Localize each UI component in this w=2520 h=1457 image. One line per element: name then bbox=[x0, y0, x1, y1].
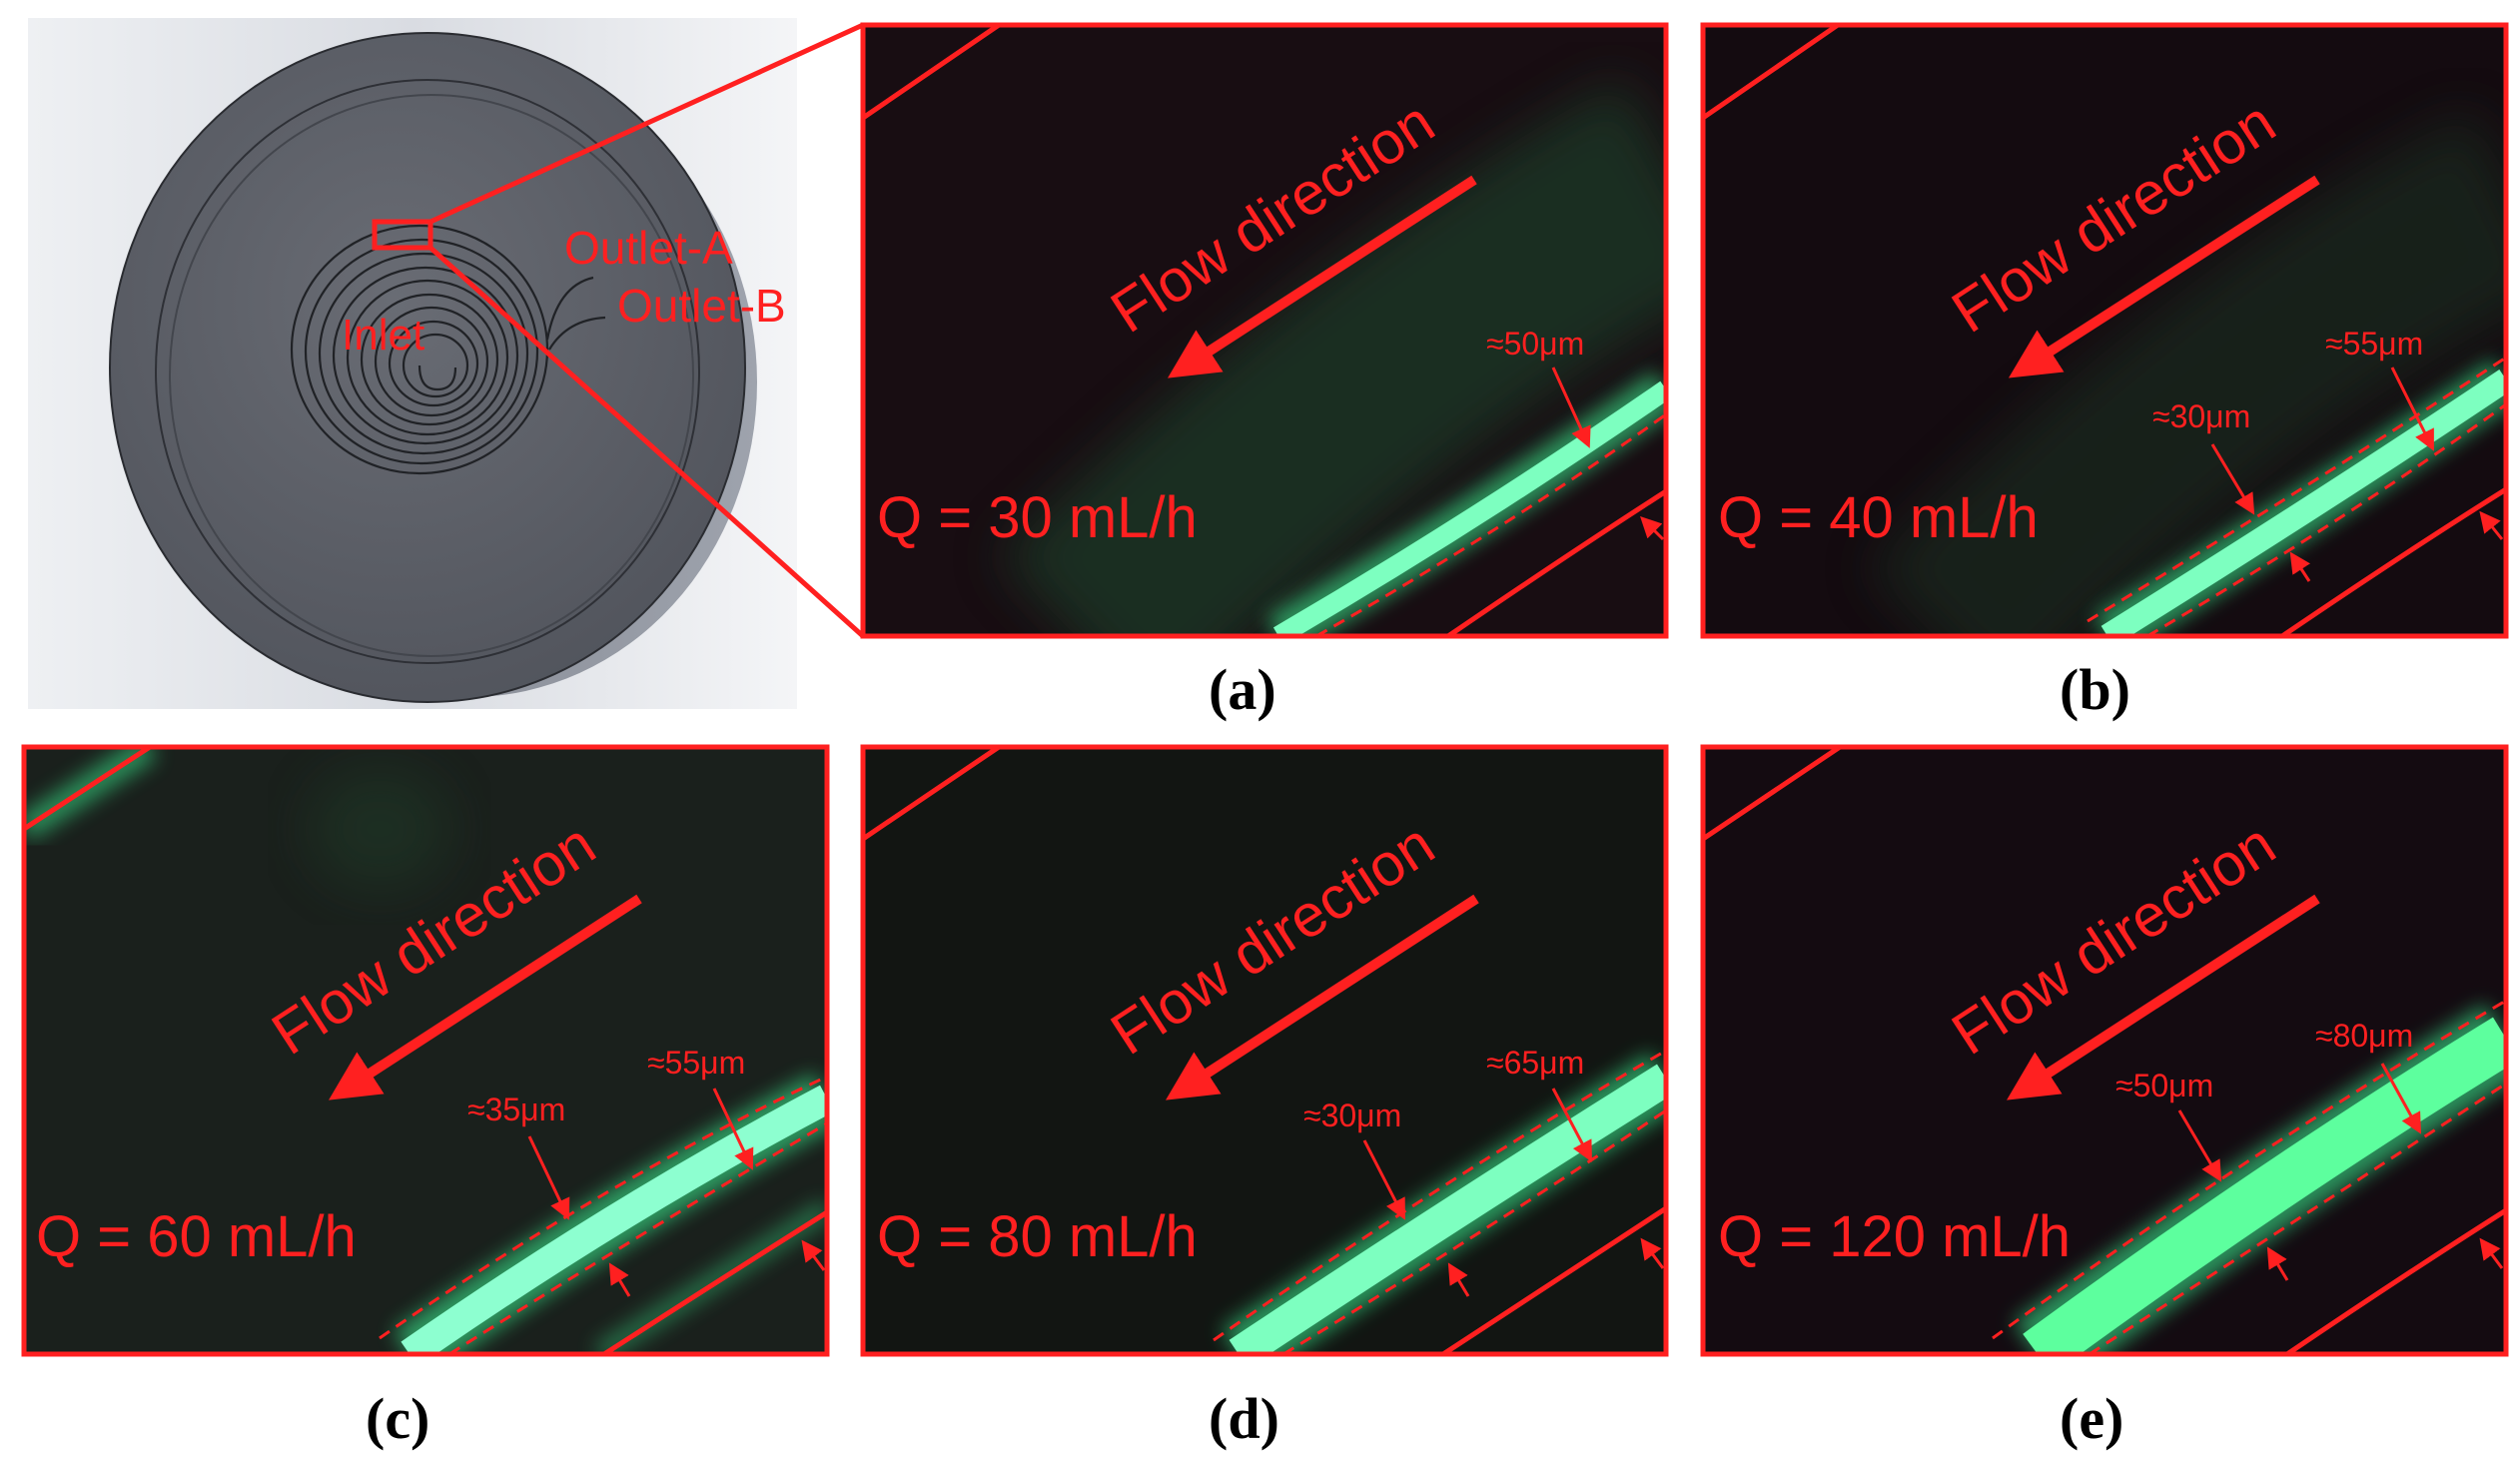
panel-b-stream bbox=[2100, 369, 2506, 636]
panel-d-caption: (d) bbox=[1209, 1386, 1279, 1451]
device-top-face bbox=[109, 32, 746, 703]
panel-d-width-1: ≈65μm bbox=[1486, 1045, 1584, 1081]
spiral-channel bbox=[290, 224, 606, 475]
panel-e-wall-top bbox=[1703, 747, 1842, 842]
panel-a-wall-top bbox=[863, 25, 1001, 121]
panel-c-stream bbox=[401, 1085, 827, 1354]
panel-e-caption: (e) bbox=[2060, 1386, 2123, 1451]
panel-c-width-2: ≈35μm bbox=[467, 1092, 565, 1127]
zoom-region-box bbox=[372, 219, 433, 251]
panel-b-wall-arrow bbox=[2479, 510, 2504, 540]
panel-b-frame bbox=[1700, 22, 2509, 639]
panel-e-width-2: ≈50μm bbox=[2115, 1068, 2213, 1103]
panel-e-wall-arrow bbox=[2479, 1237, 2504, 1269]
panel-d-dashed-upper bbox=[1213, 1049, 1666, 1342]
device-inner-ring-2 bbox=[169, 94, 694, 657]
panel-e-dashed-upper bbox=[1992, 999, 2506, 1340]
panel-d-dashed-lower bbox=[1282, 1108, 1666, 1354]
panel-b-width-2: ≈30μm bbox=[2152, 398, 2250, 434]
panel-c-width-1-arrow bbox=[712, 1088, 754, 1170]
panel-c-wall-top bbox=[24, 747, 152, 832]
panel-d-frame bbox=[860, 744, 1669, 1357]
panel-d-wall-top bbox=[863, 747, 1001, 842]
panel-c-width-1: ≈55μm bbox=[647, 1045, 745, 1081]
panel-b-width-1: ≈55μm bbox=[2325, 326, 2423, 362]
panel-c-q-label: Q = 60 mL/h bbox=[36, 1204, 357, 1269]
panel-e-stream bbox=[2023, 1017, 2506, 1354]
inlet-label: Inlet bbox=[342, 311, 424, 360]
panel-e-frame bbox=[1700, 744, 2509, 1357]
panel-d-q-label: Q = 80 mL/h bbox=[877, 1204, 1198, 1269]
panel-a-width-1: ≈50μm bbox=[1486, 326, 1584, 362]
panel-e-width-1: ≈80μm bbox=[2315, 1018, 2413, 1054]
panel-c-dashed-lower bbox=[448, 1121, 827, 1354]
panel-c-wall-bottom bbox=[602, 1209, 827, 1354]
panel-e-width-2-arrow bbox=[2177, 1109, 2222, 1182]
panel-b-flow-arrow bbox=[2008, 175, 2320, 378]
panel-b-caption: (b) bbox=[2060, 657, 2130, 722]
panel-d-width-1-arrow bbox=[1551, 1088, 1592, 1162]
panel-b-dashed-lower bbox=[2146, 402, 2506, 636]
panel-a-dashed-boundary bbox=[1315, 412, 1666, 636]
panel-d: Flow direction Q = 80 mL/h ≈65μm ≈30μm bbox=[860, 744, 1669, 1357]
panel-d-flow-arrow bbox=[1166, 894, 1479, 1100]
panel-c-caption: (c) bbox=[366, 1386, 429, 1451]
outlet-b-label: Outlet-B bbox=[617, 280, 786, 332]
panel-b-diffuse-glow bbox=[1867, 109, 2506, 636]
panel-b-inner-arrow bbox=[2289, 551, 2311, 582]
device-inner-ring bbox=[155, 79, 700, 664]
panel-c-wall-arrow bbox=[801, 1239, 826, 1271]
panel-d-wall-arrow bbox=[1640, 1237, 1665, 1269]
panel-d-wall-bottom bbox=[1441, 1205, 1666, 1354]
panel-e-wall-bottom bbox=[2285, 1207, 2506, 1354]
panel-b-wall-bottom bbox=[2280, 486, 2506, 636]
panel-b-wall-top bbox=[1703, 25, 1840, 121]
panel-a-caption: (a) bbox=[1209, 657, 1276, 722]
panel-a-flow-arrow bbox=[1168, 175, 1477, 378]
panel-a-wall-bottom bbox=[1446, 488, 1666, 636]
panel-d-inner-arrow bbox=[1447, 1262, 1470, 1297]
panel-a-wall-arrow bbox=[1640, 516, 1665, 541]
panel-a: Flow direction Q = 30 mL/h ≈50μm bbox=[860, 22, 1669, 639]
panel-a-diffuse-glow bbox=[998, 78, 1666, 636]
zoom-connector-bottom bbox=[428, 246, 865, 638]
panel-c-dashed-upper bbox=[379, 1075, 827, 1340]
panel-d-width-2: ≈30μm bbox=[1303, 1097, 1401, 1133]
panel-b-q-label: Q = 40 mL/h bbox=[1718, 485, 2039, 550]
panel-c-width-2-arrow bbox=[527, 1135, 570, 1220]
panel-c-haze bbox=[310, 769, 449, 889]
panel-d-stream bbox=[1229, 1064, 1666, 1354]
panel-b-width-2-arrow bbox=[2210, 443, 2255, 515]
panel-c-inner-arrow bbox=[608, 1262, 631, 1297]
panel-a-q-label: Q = 30 mL/h bbox=[877, 485, 1198, 550]
panel-c: Flow direction Q = 60 mL/h ≈55μm ≈35μm bbox=[21, 744, 830, 1357]
panel-d-background bbox=[863, 747, 1666, 1354]
panel-d-width-2-arrow bbox=[1362, 1139, 1405, 1220]
panel-c-frame bbox=[21, 744, 830, 1357]
panel-e-inner-arrow bbox=[2266, 1246, 2289, 1281]
panel-a-width-1-arrow bbox=[1551, 366, 1591, 448]
panel-e-width-1-arrow bbox=[2380, 1063, 2422, 1134]
panel-e-q-label: Q = 120 mL/h bbox=[1718, 1204, 2071, 1269]
panel-e-dashed-lower bbox=[2089, 1082, 2506, 1354]
panel-e-flow-arrow bbox=[2007, 894, 2320, 1100]
panel-b: Flow direction Q = 40 mL/h ≈55μm ≈30μm bbox=[1700, 22, 2509, 639]
panel-a-stream bbox=[1272, 380, 1666, 636]
panel-c-flow-arrow bbox=[329, 894, 642, 1100]
panel-e-background bbox=[1703, 747, 2506, 1354]
panel-a-frame bbox=[860, 22, 1669, 639]
outlet-a-label: Outlet-A bbox=[564, 222, 733, 274]
zoom-connector-top bbox=[428, 22, 865, 225]
panel-b-width-1-arrow bbox=[2390, 366, 2434, 451]
panel-e: Flow direction Q = 120 mL/h ≈80μm ≈50μm bbox=[1700, 744, 2509, 1357]
device-render: Inlet Outlet-A Outlet-B bbox=[28, 18, 865, 709]
